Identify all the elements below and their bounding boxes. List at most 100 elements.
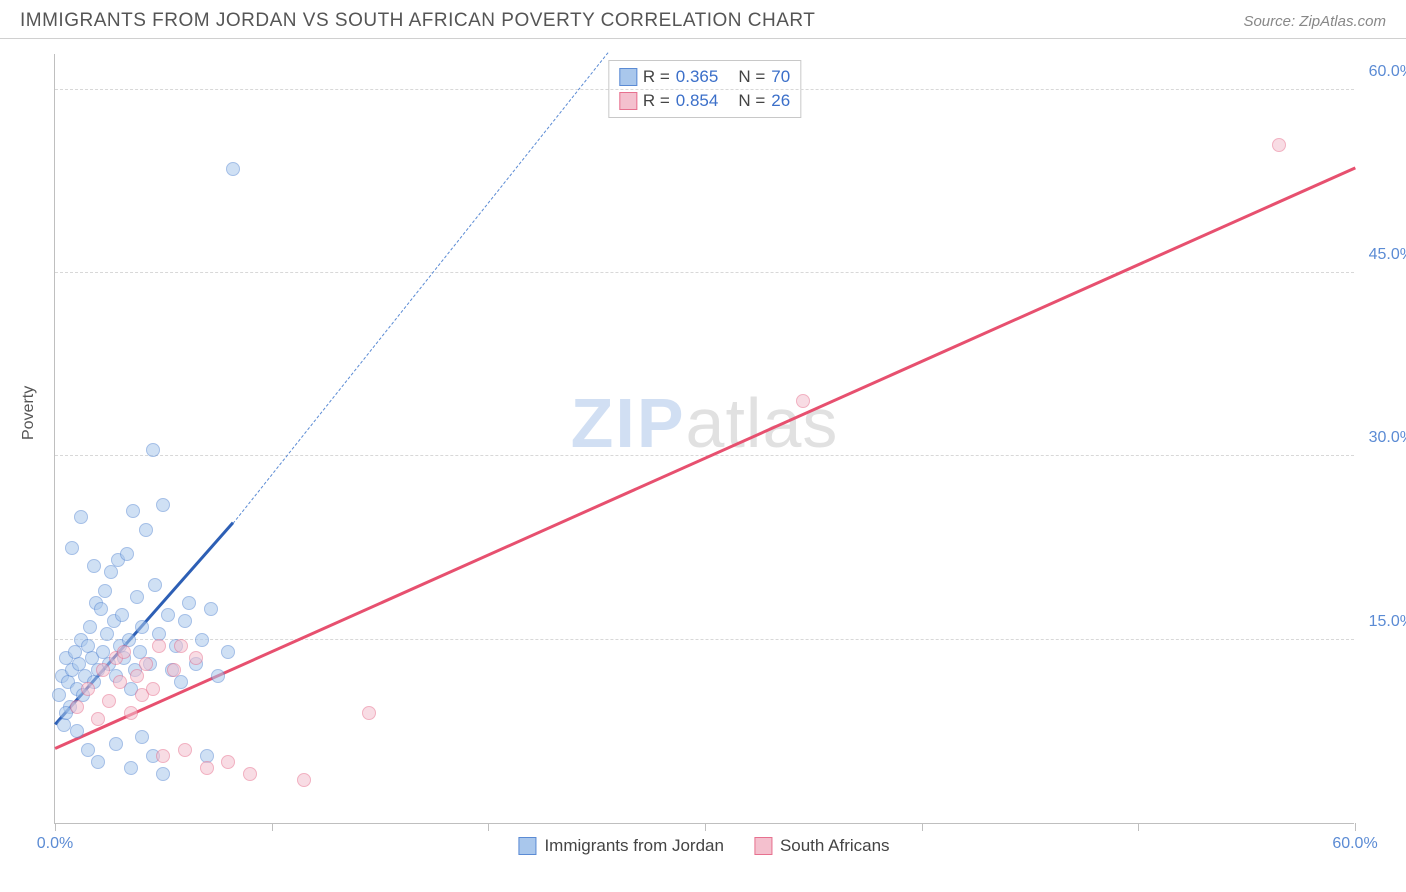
- scatter-point: [130, 669, 144, 683]
- y-tick-label: 45.0%: [1369, 246, 1406, 264]
- scatter-point: [124, 706, 138, 720]
- scatter-point: [221, 645, 235, 659]
- scatter-point: [115, 608, 129, 622]
- scatter-point: [117, 645, 131, 659]
- scatter-point: [126, 504, 140, 518]
- y-axis-label: Poverty: [20, 386, 38, 440]
- watermark-zip: ZIP: [571, 384, 686, 462]
- gridline-h: [55, 272, 1354, 273]
- scatter-point: [96, 663, 110, 677]
- scatter-point: [297, 773, 311, 787]
- scatter-point: [182, 596, 196, 610]
- chart-source: Source: ZipAtlas.com: [1243, 13, 1386, 30]
- scatter-point: [70, 700, 84, 714]
- x-tick: [1355, 823, 1356, 831]
- chart-header: IMMIGRANTS FROM JORDAN VS SOUTH AFRICAN …: [0, 0, 1406, 39]
- scatter-point: [81, 682, 95, 696]
- x-tick: [705, 823, 706, 831]
- chart-title: IMMIGRANTS FROM JORDAN VS SOUTH AFRICAN …: [20, 10, 815, 32]
- scatter-point: [94, 602, 108, 616]
- scatter-point: [74, 510, 88, 524]
- legend-series-label: South Africans: [780, 836, 890, 856]
- scatter-point: [148, 578, 162, 592]
- scatter-point: [189, 651, 203, 665]
- scatter-point: [362, 706, 376, 720]
- scatter-point: [167, 663, 181, 677]
- legend-top-row: R = 0.854 N = 26: [619, 89, 790, 113]
- scatter-point: [156, 498, 170, 512]
- x-tick-label-left: 0.0%: [37, 835, 73, 853]
- legend-n-label: N =: [738, 91, 765, 111]
- scatter-point: [226, 162, 240, 176]
- scatter-point: [135, 620, 149, 634]
- scatter-point: [102, 694, 116, 708]
- scatter-point: [174, 639, 188, 653]
- legend-swatch: [518, 837, 536, 855]
- x-tick: [272, 823, 273, 831]
- gridline-h: [55, 639, 1354, 640]
- scatter-point: [161, 608, 175, 622]
- legend-swatch: [619, 68, 637, 86]
- scatter-point: [139, 523, 153, 537]
- scatter-point: [174, 675, 188, 689]
- scatter-point: [124, 761, 138, 775]
- y-tick-label: 60.0%: [1369, 63, 1406, 81]
- scatter-point: [104, 565, 118, 579]
- scatter-point: [81, 743, 95, 757]
- scatter-point: [178, 614, 192, 628]
- scatter-point: [243, 767, 257, 781]
- legend-n-value: 70: [771, 67, 790, 87]
- plot-region: ZIPatlas R = 0.365N = 70R = 0.854N = 26 …: [54, 54, 1354, 824]
- scatter-point: [146, 682, 160, 696]
- scatter-point: [156, 767, 170, 781]
- y-tick-label: 15.0%: [1369, 613, 1406, 631]
- x-tick: [488, 823, 489, 831]
- scatter-point: [135, 730, 149, 744]
- scatter-point: [146, 443, 160, 457]
- scatter-point: [70, 724, 84, 738]
- scatter-point: [52, 688, 66, 702]
- legend-r-value: 0.365: [676, 67, 719, 87]
- x-tick: [1138, 823, 1139, 831]
- x-tick: [922, 823, 923, 831]
- legend-series-label: Immigrants from Jordan: [544, 836, 724, 856]
- chart-area: ZIPatlas R = 0.365N = 70R = 0.854N = 26 …: [54, 54, 1354, 824]
- legend-swatch: [754, 837, 772, 855]
- scatter-point: [91, 755, 105, 769]
- scatter-point: [139, 657, 153, 671]
- scatter-point: [98, 584, 112, 598]
- scatter-point: [156, 749, 170, 763]
- scatter-point: [1272, 138, 1286, 152]
- scatter-point: [130, 590, 144, 604]
- legend-swatch: [619, 92, 637, 110]
- scatter-point: [87, 559, 101, 573]
- series-legend: Immigrants from Jordan South Africans: [518, 836, 889, 856]
- gridline-h: [55, 89, 1354, 90]
- legend-r-label: R =: [643, 91, 670, 111]
- scatter-point: [120, 547, 134, 561]
- legend-r-value: 0.854: [676, 91, 719, 111]
- scatter-point: [65, 541, 79, 555]
- legend-bottom-item: South Africans: [754, 836, 890, 856]
- scatter-point: [100, 627, 114, 641]
- scatter-point: [796, 394, 810, 408]
- scatter-point: [152, 639, 166, 653]
- scatter-point: [200, 761, 214, 775]
- trendline-dashed: [232, 52, 608, 523]
- scatter-point: [57, 718, 71, 732]
- scatter-point: [195, 633, 209, 647]
- watermark-atlas: atlas: [686, 384, 839, 462]
- legend-n-label: N =: [738, 67, 765, 87]
- scatter-point: [211, 669, 225, 683]
- scatter-point: [204, 602, 218, 616]
- x-tick: [55, 823, 56, 831]
- scatter-point: [109, 737, 123, 751]
- scatter-point: [113, 675, 127, 689]
- legend-n-value: 26: [771, 91, 790, 111]
- scatter-point: [178, 743, 192, 757]
- legend-r-label: R =: [643, 67, 670, 87]
- x-tick-label-right: 60.0%: [1332, 835, 1377, 853]
- scatter-point: [91, 712, 105, 726]
- scatter-point: [83, 620, 97, 634]
- scatter-point: [221, 755, 235, 769]
